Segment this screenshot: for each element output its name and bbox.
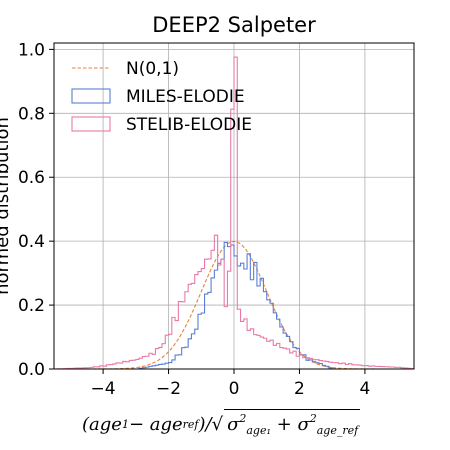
y-tick-label: 0.6 [18, 168, 45, 188]
x-tick-label: 2 [294, 379, 305, 399]
series-stelib-elodie [54, 56, 415, 370]
x-axis-label: (age 1 − age ref)/√ σ2age₁ + σ2age_ref [82, 402, 392, 446]
x-tick-label: −4 [91, 379, 116, 399]
y-tick-label: 1.0 [18, 40, 45, 60]
legend-label-n-0-1-: N(0,1) [126, 59, 179, 79]
x-tick-label: −2 [156, 379, 181, 399]
chart-title: DEEP2 Salpeter [152, 13, 316, 37]
series-layer [54, 56, 415, 370]
ticks: −4 −2 0 2 4 0.0 0.2 0.4 0.6 0.8 1.0 [18, 40, 370, 399]
legend-swatch-miles-elodie [71, 88, 111, 104]
y-axis-label: normed distribution [0, 117, 13, 295]
x-tick-label: 0 [229, 379, 240, 399]
legend-label-miles-elodie: MILES-ELODIE [126, 87, 245, 107]
y-tick-label: 0.0 [18, 360, 45, 380]
series-normal-curve [54, 240, 414, 370]
legend: N(0,1) MILES-ELODIE STELIB-ELODIE [71, 59, 252, 135]
x-tick-label: 4 [359, 379, 370, 399]
legend-label-stelib-elodie: STELIB-ELODIE [126, 115, 252, 135]
y-tick-label: 0.2 [18, 296, 45, 316]
y-tick-label: 0.4 [18, 232, 45, 252]
legend-swatch-stelib-elodie [71, 116, 111, 132]
y-tick-label: 0.8 [18, 104, 45, 124]
